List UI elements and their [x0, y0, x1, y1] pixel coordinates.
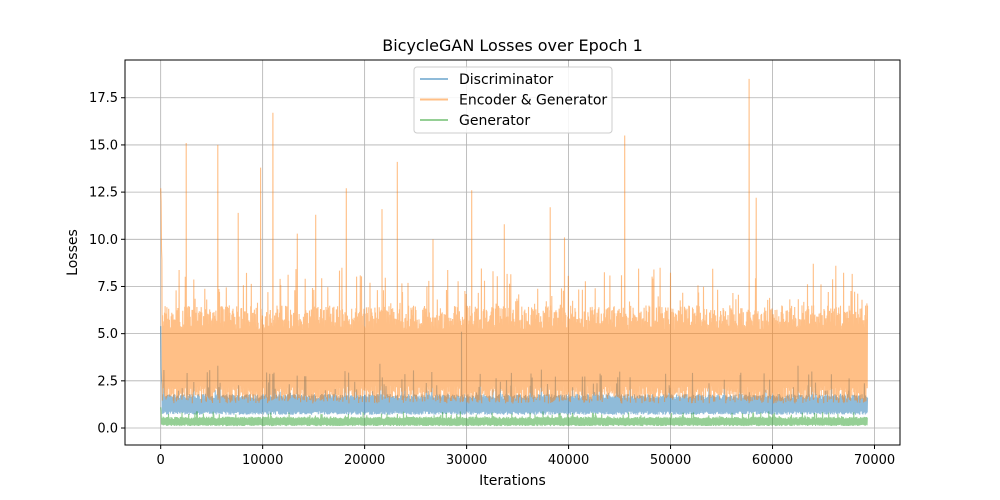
- legend-label: Generator: [459, 113, 530, 129]
- ticks-layer: 0 10000 20000 30000 40000 50000 60000 70000 0.0 2…: [89, 91, 895, 468]
- y-tick-label: 0.0: [97, 422, 118, 437]
- series-line-2: [160, 407, 868, 427]
- y-tick-label: 15.0: [89, 138, 118, 153]
- legend-frame: [413, 66, 613, 134]
- plot-frame: [124, 59, 901, 446]
- chart-title: BicycleGAN Losses over Epoch 1: [382, 36, 643, 55]
- series-layer: [160, 78, 869, 427]
- y-tick-label: 17.5: [89, 91, 118, 106]
- x-tick-label: 0: [157, 453, 165, 468]
- legend: Discriminator Encoder & Generator Generato…: [413, 66, 613, 134]
- x-tick-label: 40000: [548, 453, 589, 468]
- y-tick-label: 5.0: [97, 327, 118, 342]
- x-tick-label: 60000: [752, 453, 793, 468]
- x-tick-label: 30000: [446, 453, 487, 468]
- legend-label: Encoder & Generator: [459, 93, 607, 109]
- y-axis-title: Losses: [65, 229, 81, 276]
- legend-label: Discriminator: [459, 72, 553, 88]
- y-tick-label: 10.0: [89, 233, 118, 248]
- x-tick-label: 50000: [650, 453, 691, 468]
- x-tick-label: 70000: [854, 453, 895, 468]
- series-line-1: [160, 78, 869, 404]
- x-axis-title: Iterations: [479, 473, 546, 489]
- y-tick-label: 2.5: [97, 374, 118, 389]
- x-tick-label: 20000: [344, 453, 385, 468]
- y-tick-label: 7.5: [97, 280, 118, 295]
- x-tick-label: 10000: [242, 453, 283, 468]
- y-tick-label: 12.5: [89, 186, 118, 201]
